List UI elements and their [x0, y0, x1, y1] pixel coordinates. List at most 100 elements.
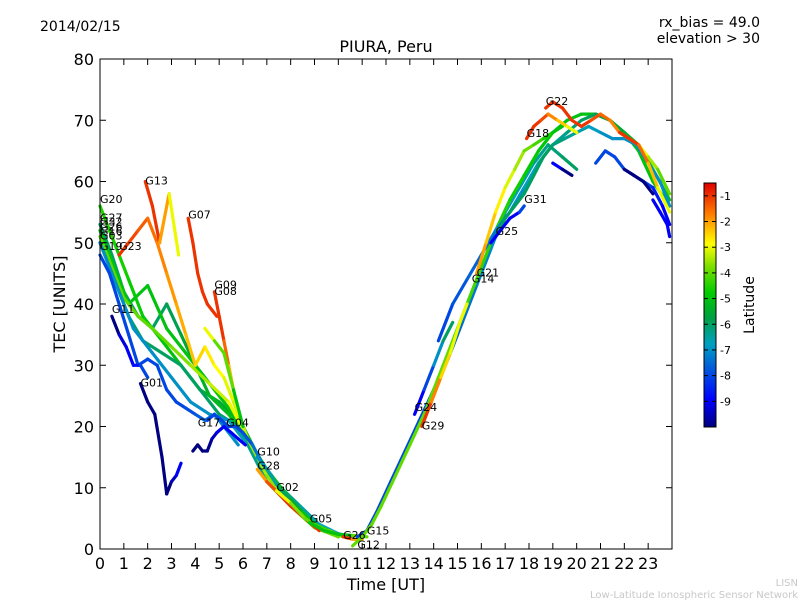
- x-tick-label: 8: [286, 554, 296, 573]
- colorbar: [703, 182, 717, 428]
- series-segment: [522, 143, 536, 153]
- series-segment: [489, 228, 502, 245]
- series-segment: [138, 382, 150, 404]
- colorbar-tick-label: -7: [720, 344, 731, 357]
- satellite-label: G20: [100, 193, 123, 206]
- colorbar-tick-label: -2: [720, 216, 731, 229]
- series-segment: [403, 418, 421, 453]
- x-tick-label: 11: [352, 554, 372, 573]
- series-segment: [127, 284, 150, 306]
- series-segment: [370, 504, 383, 527]
- series-segment: [138, 363, 150, 380]
- y-tick-label: 20: [74, 418, 94, 437]
- series-segment: [484, 210, 498, 245]
- series-segment: [420, 400, 433, 429]
- colorbar-tick-label: -9: [720, 395, 731, 408]
- series-g11: [110, 314, 150, 380]
- series-segment: [231, 388, 245, 429]
- satellite-label: G09: [214, 279, 237, 292]
- bias-label: rx_bias = 49.0: [659, 15, 760, 31]
- series-segment: [560, 155, 579, 171]
- series-segment: [660, 204, 672, 226]
- series-segment: [570, 118, 584, 129]
- series-segment: [127, 333, 140, 367]
- series-segment: [208, 394, 231, 416]
- series-segment: [465, 253, 483, 282]
- series-segment: [441, 320, 455, 343]
- series-segment: [586, 124, 603, 135]
- series-segment: [508, 210, 522, 220]
- y-axis-label: TEC [UNITS]: [50, 256, 69, 354]
- series-segment: [389, 449, 407, 484]
- satellite-label: G05: [310, 513, 333, 526]
- series-g29: [420, 302, 469, 429]
- series-segment: [255, 467, 269, 484]
- series-segment: [436, 302, 455, 343]
- series-segment: [158, 192, 171, 245]
- series-segment: [651, 198, 662, 214]
- x-tick-label: 9: [309, 554, 319, 573]
- date-label: 2014/02/15: [40, 19, 121, 35]
- series-segment: [174, 400, 188, 410]
- series-segment: [165, 388, 178, 404]
- series-segment: [432, 339, 445, 367]
- series-segment: [598, 112, 612, 122]
- series-segment: [191, 241, 200, 275]
- series-segment: [617, 130, 631, 141]
- series-g20: [98, 204, 355, 539]
- series-segment: [551, 161, 565, 171]
- series-segment: [360, 522, 374, 539]
- x-tick-label: 14: [423, 554, 443, 573]
- series-segment: [208, 382, 231, 404]
- x-tick-label: 5: [214, 554, 224, 573]
- series-segment: [546, 112, 560, 122]
- series-g01: [138, 382, 183, 496]
- x-tick-label: 17: [495, 554, 515, 573]
- satellite-label: G26: [343, 529, 366, 542]
- series-segment: [165, 302, 183, 337]
- series-segment: [351, 535, 364, 548]
- x-tick-label: 19: [543, 554, 563, 573]
- series-segment: [122, 296, 140, 318]
- satellite-label: G29: [422, 420, 445, 433]
- series-segment: [167, 192, 181, 257]
- series-segment: [379, 473, 398, 508]
- series-segment: [150, 204, 162, 245]
- satellite-label: G13: [145, 175, 168, 188]
- series-segment: [174, 461, 183, 478]
- series-segment: [193, 345, 207, 367]
- y-tick-label: 60: [74, 173, 94, 192]
- series-segment: [522, 149, 541, 177]
- satellite-label: G14: [472, 273, 495, 286]
- series-g32b: [651, 198, 672, 239]
- y-tick-label: 50: [74, 234, 94, 253]
- series-segment: [408, 412, 426, 447]
- satellite-label: G26: [100, 221, 123, 234]
- series-segment: [174, 302, 188, 337]
- series-segment: [451, 277, 469, 306]
- series-segment: [160, 339, 183, 367]
- series-segment: [656, 186, 672, 214]
- series-segment: [110, 314, 121, 337]
- colorbar-tick-label: -5: [720, 293, 731, 306]
- y-tick-label: 70: [74, 111, 94, 130]
- series-segment: [146, 357, 159, 367]
- series-segment: [613, 155, 626, 171]
- series-g24: [413, 320, 455, 416]
- series-segment: [98, 241, 116, 282]
- series-segment: [222, 375, 236, 404]
- x-tick-label: 20: [566, 554, 586, 573]
- series-segment: [186, 216, 195, 245]
- series-g21: [475, 124, 565, 275]
- colorbar-tick-label: -6: [720, 318, 731, 331]
- series-g32: [98, 228, 340, 539]
- x-tick-label: 4: [190, 554, 200, 573]
- colorbar-tick-label: -1: [720, 190, 731, 203]
- series-segment: [217, 314, 226, 343]
- series-segment: [524, 124, 536, 141]
- series-segment: [517, 161, 536, 190]
- series-segment: [222, 351, 236, 392]
- series-segment: [277, 486, 293, 502]
- plot-frame: [99, 58, 673, 550]
